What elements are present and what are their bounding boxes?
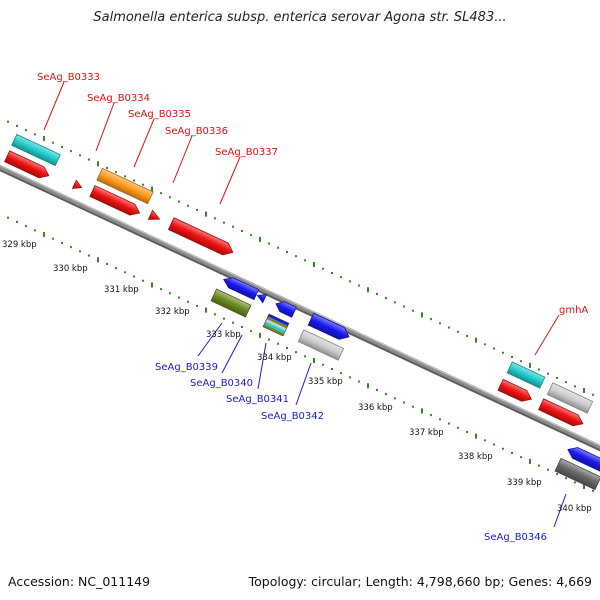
callout-line [95, 102, 115, 152]
dark-gray-feature [554, 457, 600, 491]
multi-color-feature-outline [262, 313, 290, 337]
kbp-label: 332 kbp [155, 307, 190, 317]
orange-feature-shape [96, 167, 154, 205]
kbp-label: 334 kbp [257, 353, 292, 363]
genome-backbone-highlight [0, 164, 600, 447]
gene-label-forward: SeAg_B0336 [165, 126, 228, 137]
red-cds-feature [167, 217, 234, 256]
cyan-feature [506, 361, 546, 389]
callout-line [221, 334, 243, 374]
blue-cds-feature-shape [275, 301, 297, 318]
callout-line [534, 314, 560, 356]
gray-feature [297, 329, 345, 361]
kbp-label: 335 kbp [308, 377, 343, 387]
topology-text: Topology: circular; Length: 4,798,660 bp… [248, 574, 592, 589]
olive-feature-shape [210, 288, 252, 318]
cyan-feature [11, 133, 61, 167]
kbp-label: 340 kbp [557, 504, 592, 514]
callout-line [172, 135, 193, 184]
stripe-band [265, 319, 287, 331]
kbp-label: 337 kbp [409, 428, 444, 438]
gene-label-forward: SeAg_B0333 [37, 72, 100, 83]
accession-text: Accession: NC_011149 [8, 574, 151, 589]
multi-color-feature [262, 313, 290, 337]
blue-cds-feature-shape [567, 447, 600, 473]
red-cds-feature-shape [538, 398, 584, 427]
red-cds-feature [89, 185, 141, 216]
blue-cds-feature [567, 447, 600, 473]
gene-label-reverse: SeAg_B0346 [484, 532, 547, 543]
callout-line [295, 362, 312, 406]
map-title: Salmonella enterica subsp. enterica sero… [93, 10, 507, 25]
blue-cds-feature [275, 301, 297, 318]
cyan-feature-shape [11, 133, 61, 167]
kbp-label: 339 kbp [507, 478, 542, 488]
red-small-feature [147, 209, 161, 220]
callout-line [257, 342, 267, 390]
gray-feature [546, 382, 594, 414]
stripe-band [264, 321, 286, 334]
reverse-ruler [7, 216, 594, 492]
red-small-feature [71, 179, 83, 189]
red-cds-feature-shape [167, 217, 234, 256]
gene-label-forward: SeAg_B0335 [128, 109, 191, 120]
callout-line [43, 81, 65, 131]
genome-backbone [0, 164, 600, 450]
red-cds-feature-shape [497, 378, 533, 402]
callout-line [133, 118, 155, 168]
blue-cds-feature-shape [307, 312, 350, 340]
gene-label-forward: SeAg_B0334 [87, 93, 150, 104]
red-cds-feature [497, 378, 533, 402]
kbp-label: 336 kbp [358, 403, 393, 413]
stripe-band [263, 324, 285, 336]
gene-label-forward: gmhA [559, 305, 588, 316]
red-cds-feature [4, 150, 50, 179]
dark-gray-feature-shape [554, 457, 600, 491]
red-small-feature-shape [71, 179, 83, 189]
red-small-feature-shape [147, 209, 161, 220]
blue-cds-feature [223, 277, 260, 301]
gene-label-reverse: SeAg_B0341 [226, 394, 289, 405]
cyan-feature-shape [506, 361, 546, 389]
kbp-label: 338 kbp [458, 452, 493, 462]
gene-label-reverse: SeAg_B0340 [190, 378, 253, 389]
red-cds-feature-shape [89, 185, 141, 216]
gene-label-reverse: SeAg_B0339 [155, 362, 218, 373]
callout-line [219, 156, 241, 205]
stripe-band [267, 314, 289, 326]
blue-cds-feature [307, 312, 350, 340]
red-cds-feature [538, 398, 584, 427]
blue-cds-feature-shape [223, 277, 260, 301]
kbp-label: 330 kbp [53, 264, 88, 274]
callout-line [553, 493, 567, 528]
blue-small-feature-shape [256, 294, 268, 304]
kbp-label: 329 kbp [2, 240, 37, 250]
red-cds-feature-shape [4, 150, 50, 179]
kbp-label: 333 kbp [206, 330, 241, 340]
gene-label-forward: SeAg_B0337 [215, 147, 278, 158]
callout-line [197, 322, 223, 357]
olive-feature [210, 288, 252, 318]
gray-feature-shape [546, 382, 594, 414]
stripe-band [266, 316, 288, 329]
gray-feature-shape [297, 329, 345, 361]
orange-feature [96, 167, 154, 205]
forward-ruler [7, 120, 594, 396]
gene-label-reverse: SeAg_B0342 [261, 411, 324, 422]
blue-small-feature [256, 294, 268, 304]
kbp-label: 331 kbp [104, 285, 139, 295]
